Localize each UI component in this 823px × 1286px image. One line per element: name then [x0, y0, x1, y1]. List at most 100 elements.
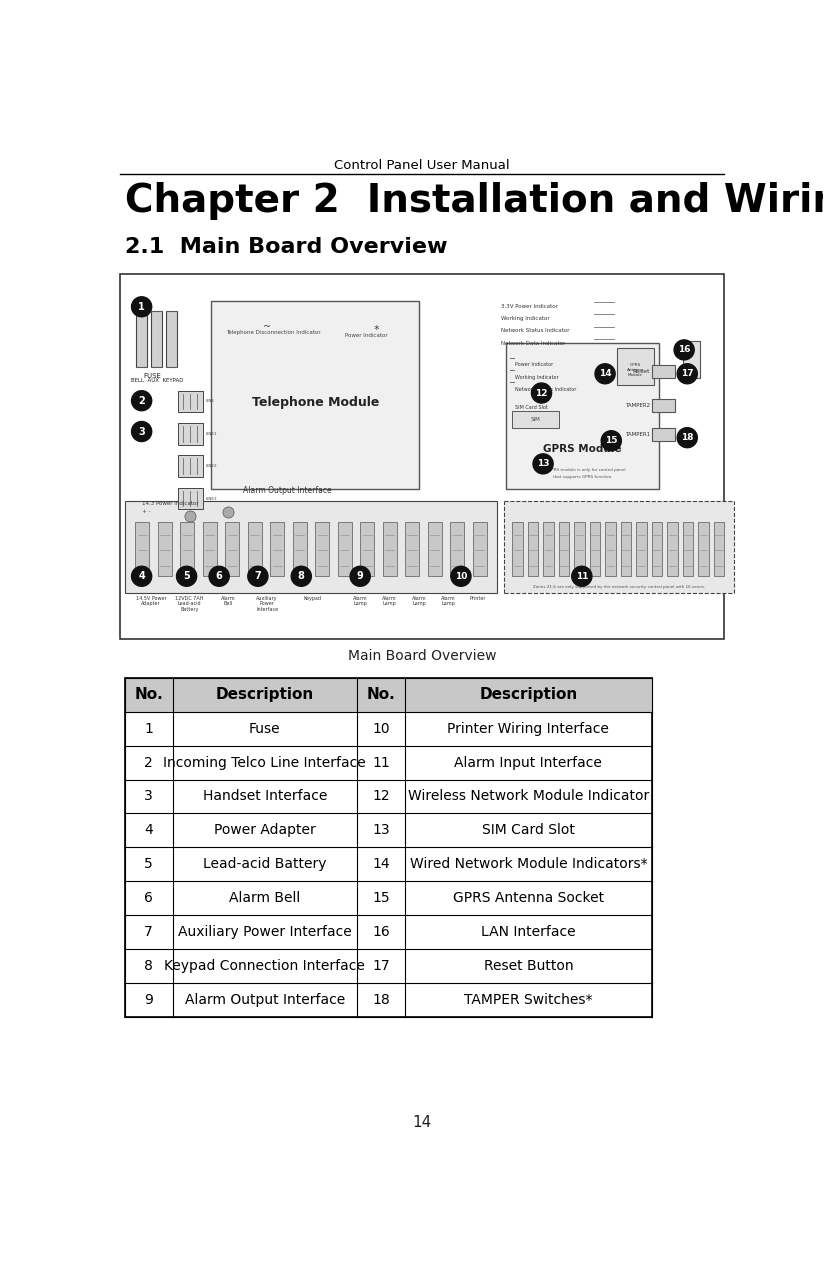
Bar — [504, 500, 734, 593]
Bar — [158, 522, 172, 576]
Bar — [472, 522, 486, 576]
Bar — [428, 522, 442, 576]
Text: Network Status Indicator: Network Status Indicator — [501, 328, 570, 333]
Text: 16: 16 — [372, 925, 390, 939]
Text: Alarm
Lamp: Alarm Lamp — [412, 595, 426, 606]
Circle shape — [533, 454, 553, 473]
Text: Wireless Network Module Indicator: Wireless Network Module Indicator — [407, 790, 649, 804]
Text: 12: 12 — [535, 388, 548, 397]
Text: Wired Network Module Indicators*: Wired Network Module Indicators* — [410, 858, 647, 871]
Text: Incoming Telco Line Interface: Incoming Telco Line Interface — [164, 756, 366, 769]
Text: Main Board Overview: Main Board Overview — [347, 649, 496, 664]
Bar — [178, 455, 202, 477]
Text: BELL  AUX  KEYPAD: BELL AUX KEYPAD — [131, 378, 184, 383]
Text: *: * — [374, 325, 379, 336]
Text: 18: 18 — [681, 433, 694, 442]
Circle shape — [350, 566, 370, 586]
Text: ~: ~ — [263, 323, 272, 332]
Text: Alarm
Bell: Alarm Bell — [221, 595, 235, 606]
Bar — [124, 678, 652, 1017]
Text: 8: 8 — [298, 571, 305, 581]
Text: LAN Interface: LAN Interface — [481, 925, 575, 939]
Bar — [165, 311, 176, 367]
Bar — [360, 522, 374, 576]
Bar — [512, 522, 523, 576]
Text: Auxiliary Power Interface: Auxiliary Power Interface — [178, 925, 351, 939]
Text: 7: 7 — [254, 571, 261, 581]
Bar — [714, 522, 724, 576]
Bar — [270, 522, 284, 576]
Bar — [528, 522, 538, 576]
Circle shape — [674, 340, 694, 360]
Bar — [212, 301, 419, 489]
Circle shape — [677, 428, 697, 448]
Text: Working Indicator: Working Indicator — [501, 316, 550, 322]
Text: Alarm
Lamp: Alarm Lamp — [383, 595, 397, 606]
Text: 9: 9 — [144, 993, 153, 1007]
Circle shape — [572, 566, 592, 586]
Bar — [652, 399, 675, 412]
Bar — [124, 678, 652, 711]
Bar — [226, 522, 239, 576]
Text: GPRS Module: GPRS Module — [543, 444, 622, 454]
Bar — [180, 522, 194, 576]
Text: Printer Wiring Interface: Printer Wiring Interface — [448, 721, 609, 736]
Text: Network Status Indicator: Network Status Indicator — [515, 387, 577, 392]
Text: Power Indicator: Power Indicator — [345, 333, 388, 338]
Text: No.: No. — [134, 687, 163, 702]
Bar — [667, 522, 678, 576]
Text: Auxiliary
Power
Interface: Auxiliary Power Interface — [256, 595, 278, 612]
Text: 1: 1 — [144, 721, 153, 736]
Bar — [136, 311, 147, 367]
Bar — [178, 487, 202, 509]
Text: 4: 4 — [138, 571, 145, 581]
Bar — [621, 522, 631, 576]
Text: Telephone Module: Telephone Module — [252, 396, 379, 409]
Text: 2: 2 — [138, 396, 145, 405]
Text: 10: 10 — [455, 572, 467, 581]
Bar — [151, 311, 162, 367]
Bar — [636, 522, 647, 576]
Text: No.: No. — [367, 687, 396, 702]
Text: Description: Description — [479, 687, 578, 702]
Bar — [506, 343, 659, 489]
Text: Power Adapter: Power Adapter — [214, 823, 316, 837]
Text: GPRS
Antenna
Module: GPRS Antenna Module — [626, 364, 644, 377]
Text: 7: 7 — [144, 925, 153, 939]
Circle shape — [176, 566, 197, 586]
Bar — [178, 391, 202, 413]
Circle shape — [132, 422, 151, 441]
Text: 3: 3 — [144, 790, 153, 804]
Text: FUSE: FUSE — [143, 373, 161, 379]
Text: Alarm
Lamp: Alarm Lamp — [353, 595, 368, 606]
Bar — [178, 423, 202, 445]
Bar — [605, 522, 616, 576]
Text: that supports GPRS function.: that supports GPRS function. — [553, 476, 612, 480]
Text: 14.5V Power
Adapter: 14.5V Power Adapter — [136, 595, 166, 606]
Text: 11: 11 — [372, 756, 390, 769]
Text: LAN: LAN — [686, 347, 695, 363]
Text: Zones 21-6 are only supported by the network security control panel with 16 zone: Zones 21-6 are only supported by the net… — [533, 585, 705, 589]
Text: The GPRS module is only for control panel: The GPRS module is only for control pane… — [539, 468, 625, 472]
Text: + -: + - — [142, 508, 150, 513]
Circle shape — [532, 383, 551, 403]
Text: Reset: Reset — [633, 369, 650, 374]
Text: LINE2: LINE2 — [206, 464, 217, 468]
Text: 14: 14 — [599, 369, 611, 378]
Bar — [405, 522, 419, 576]
Text: 13: 13 — [537, 459, 549, 468]
Text: 18: 18 — [372, 993, 390, 1007]
Circle shape — [451, 566, 471, 586]
Bar — [616, 349, 654, 386]
Bar — [337, 522, 351, 576]
Text: Reset Button: Reset Button — [484, 959, 573, 974]
Text: Alarm Output Interface: Alarm Output Interface — [184, 993, 345, 1007]
Circle shape — [132, 391, 151, 410]
Bar — [543, 522, 554, 576]
Bar — [136, 522, 150, 576]
Text: Fuse: Fuse — [249, 721, 281, 736]
Circle shape — [132, 297, 151, 316]
Circle shape — [595, 364, 615, 383]
Text: TAMPER2: TAMPER2 — [625, 403, 650, 408]
Bar — [574, 522, 585, 576]
